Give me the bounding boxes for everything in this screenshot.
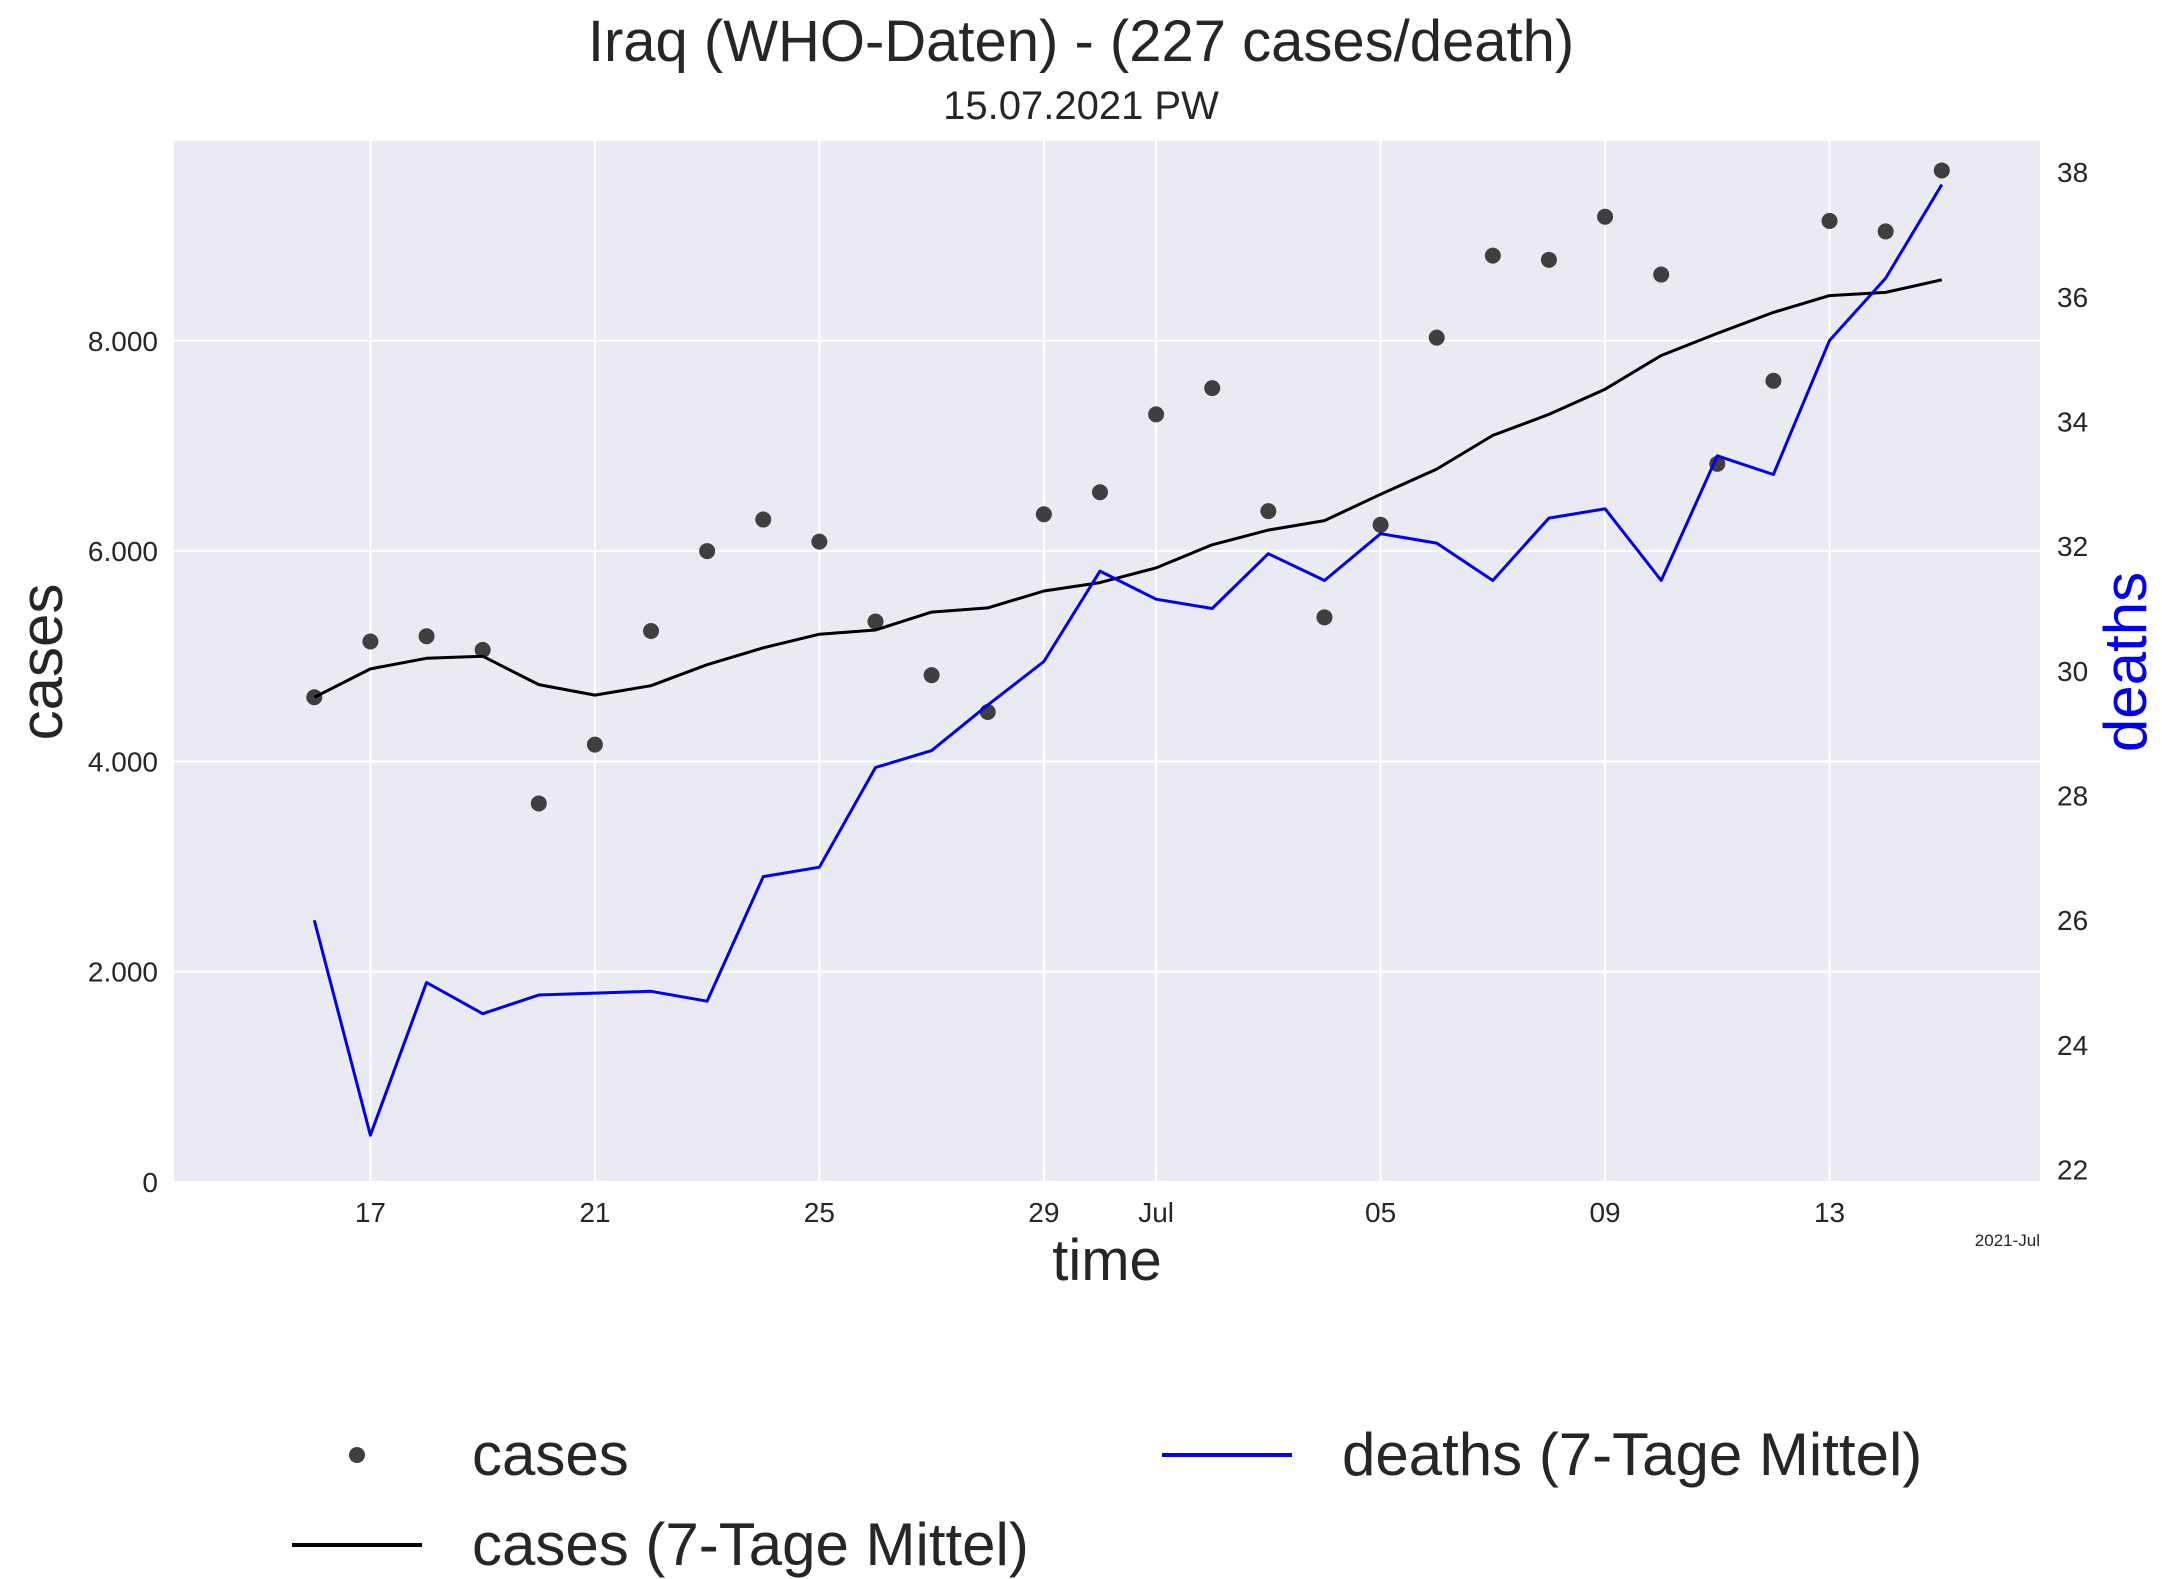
x-axis-label: time [1052, 1228, 1162, 1293]
cases-mean-line [313, 278, 1943, 699]
cases-point [643, 623, 660, 640]
tick-labels: 17 21 25 29 Jul 05 09 13 0 2.000 4.000 6.000 8.000 22… [88, 157, 2088, 1228]
y-right-tick-label: 38 [2057, 157, 2088, 188]
cases-point [418, 628, 435, 645]
y-left-tick-label: 6.000 [88, 536, 158, 567]
x-tick-label: 29 [1028, 1197, 1059, 1228]
x-tick-label: 21 [579, 1197, 610, 1228]
legend-label-cases-mean: cases (7-Tage Mittel) [472, 1511, 1029, 1578]
cases-point [530, 795, 547, 812]
cases-point [1428, 329, 1445, 346]
legend-marker-cases-mean [292, 1525, 422, 1565]
legend-label-cases: cases [472, 1421, 629, 1488]
x-tick-label: 05 [1365, 1197, 1396, 1228]
x-tick-label: Jul [1138, 1197, 1174, 1228]
x-tick-label: 17 [355, 1197, 386, 1228]
legend-marker-cases [292, 1435, 422, 1475]
y-right-tick-label: 30 [2057, 656, 2088, 687]
y-axis-left-label: cases [8, 584, 75, 741]
cases-point [1765, 372, 1782, 389]
series-layer [306, 162, 1950, 1137]
cases-point [1653, 266, 1670, 283]
cases-point [923, 667, 940, 684]
deaths-mean-line [312, 183, 1944, 1137]
chart-title: Iraq (WHO-Daten) - (227 cases/death) [587, 9, 1575, 74]
cases-point [1148, 406, 1165, 423]
y-right-tick-label: 26 [2057, 905, 2088, 936]
cases-point [1316, 609, 1333, 626]
cases-point [1821, 212, 1838, 229]
y-right-tick-label: 32 [2057, 531, 2088, 562]
legend-item-deaths-mean: deaths (7-Tage Mittel) [1162, 1420, 1922, 1489]
cases-point [362, 633, 379, 650]
cases-point [1597, 208, 1614, 225]
cases-point [1091, 484, 1108, 501]
cases-point [1933, 162, 1950, 179]
chart-subtitle: 15.07.2021 PW [943, 84, 1219, 128]
y-right-tick-label: 24 [2057, 1030, 2088, 1061]
legend-item-cases: cases [292, 1420, 629, 1489]
cases-point [474, 641, 491, 658]
y-right-tick-label: 22 [2057, 1155, 2088, 1186]
legend-item-cases-mean: cases (7-Tage Mittel) [292, 1510, 1029, 1579]
cases-point [586, 736, 603, 753]
x-corner-label: 2021-Jul [1975, 1231, 2040, 1250]
y-right-tick-label: 36 [2057, 282, 2088, 313]
plot-area [174, 141, 2040, 1182]
y-left-tick-label: 4.000 [88, 746, 158, 777]
x-tick-label: 09 [1589, 1197, 1620, 1228]
y-left-tick-label: 8.000 [88, 326, 158, 357]
legend-marker-deaths-mean [1162, 1435, 1292, 1475]
chart: 17 21 25 29 Jul 05 09 13 0 2.000 4.000 6.000 8.000 22… [8, 141, 2159, 1293]
x-tick-label: 13 [1814, 1197, 1845, 1228]
legend: cases cases (7-Tage Mittel) deaths (7-Ta… [0, 1360, 2162, 1578]
cases-point [1372, 516, 1389, 533]
cases-point [755, 511, 772, 528]
cases-point [867, 613, 884, 630]
legend-label-deaths-mean: deaths (7-Tage Mittel) [1342, 1421, 1923, 1488]
cases-point [699, 543, 716, 560]
y-right-tick-label: 34 [2057, 407, 2088, 438]
grid [174, 141, 2040, 1183]
cases-point [1540, 251, 1557, 268]
y-right-tick-label: 28 [2057, 781, 2088, 812]
cases-point [1260, 503, 1277, 520]
cases-point [1877, 223, 1894, 240]
cases-point [1035, 506, 1052, 523]
y-left-tick-label: 0 [142, 1167, 158, 1198]
cases-point [811, 533, 828, 550]
cases-point [1204, 380, 1221, 397]
cases-point [1484, 247, 1501, 264]
y-axis-right-label: deaths [2092, 572, 2159, 752]
y-left-tick-label: 2.000 [88, 957, 158, 988]
x-tick-label: 25 [804, 1197, 835, 1228]
